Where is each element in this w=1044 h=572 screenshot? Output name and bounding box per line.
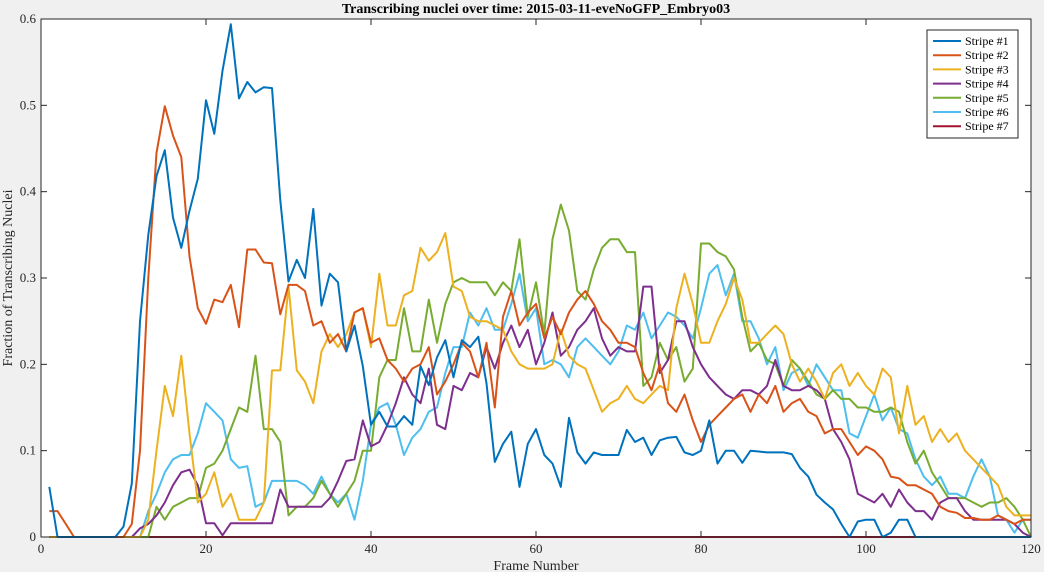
chart-title: Transcribing nuclei over time: 2015-03-1… [342,2,730,17]
legend-label: Stripe #4 [965,77,1009,91]
ticks-layer: 0 20 40 60 80 100 120 0 0.1 0.2 0.3 0.4 0.5 0.6 [20,11,1041,556]
series-line-stripe-4 [49,285,1032,538]
y-tick-label: 0 [30,529,37,544]
y-tick-label: 0.1 [20,443,36,458]
x-tick-label: 80 [695,541,708,556]
series-line-stripe-6 [49,264,1031,538]
x-tick-label: 0 [38,541,45,556]
x-tick-label: 40 [365,541,378,556]
x-tick-label: 100 [856,541,876,556]
y-tick-label: 0.6 [20,11,37,26]
x-tick-label: 120 [1021,541,1041,556]
series-line-stripe-2 [49,105,1031,538]
y-tick-label: 0.3 [20,270,36,285]
legend-label: Stripe #3 [965,62,1009,76]
legend-label: Stripe #6 [965,105,1009,119]
x-axis-title: Frame Number [493,559,578,572]
legend-label: Stripe #7 [965,119,1009,133]
series-line-stripe-5 [49,203,1032,538]
legend-label: Stripe #2 [965,48,1009,62]
x-tick-label: 20 [200,541,213,556]
y-tick-label: 0.4 [20,184,37,199]
y-axis-title: Fraction of Transcribing Nuclei [1,189,16,366]
series-line-stripe-1 [48,23,1031,538]
series-line-stripe-3 [49,232,1031,538]
legend-label: Stripe #5 [965,91,1009,105]
x-tick-label: 60 [530,541,543,556]
y-tick-label: 0.5 [20,97,36,112]
legend-label: Stripe #1 [965,34,1009,48]
y-tick-label: 0.2 [20,356,36,371]
